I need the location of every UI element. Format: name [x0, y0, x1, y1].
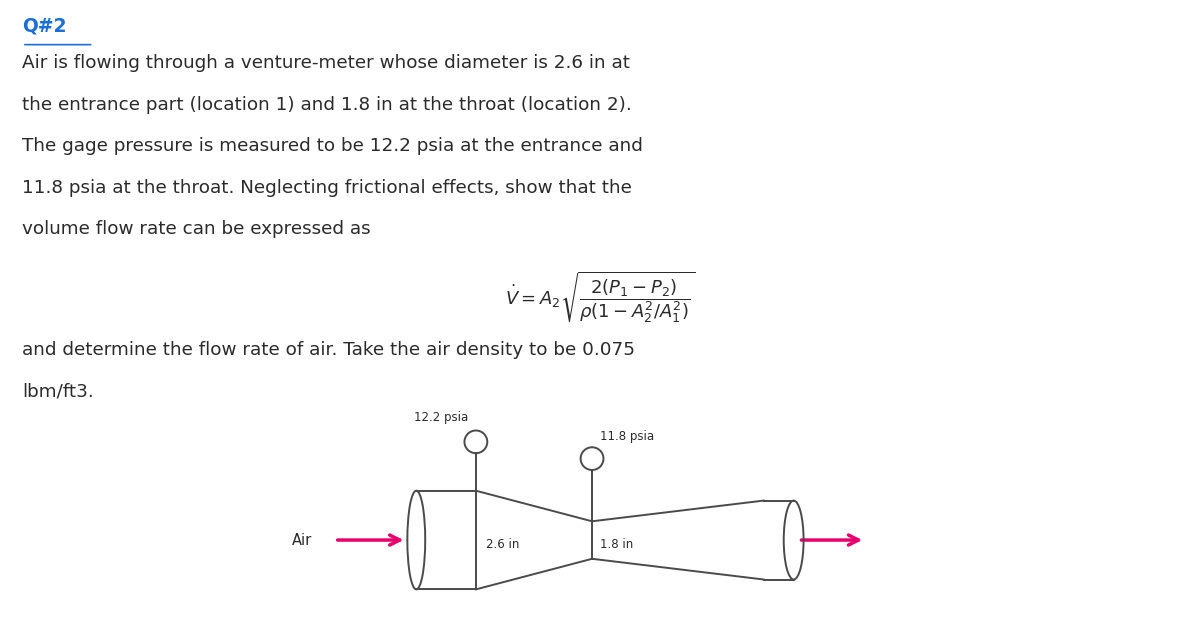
Text: 11.8 psia at the throat. Neglecting frictional effects, show that the: 11.8 psia at the throat. Neglecting fric… [22, 179, 632, 197]
Text: and determine the flow rate of air. Take the air density to be 0.075: and determine the flow rate of air. Take… [22, 341, 635, 359]
Text: Air: Air [292, 533, 312, 547]
Text: lbm/ft3.: lbm/ft3. [22, 382, 94, 400]
Text: Q#2: Q#2 [22, 17, 66, 36]
Text: $\dot{V} = A_2\sqrt{\dfrac{2(P_1 - P_2)}{\rho(1 - A_2^2/A_1^2)}}$: $\dot{V} = A_2\sqrt{\dfrac{2(P_1 - P_2)}… [505, 270, 695, 325]
Text: volume flow rate can be expressed as: volume flow rate can be expressed as [22, 220, 371, 238]
Text: The gage pressure is measured to be 12.2 psia at the entrance and: The gage pressure is measured to be 12.2… [22, 137, 643, 156]
Text: 11.8 psia: 11.8 psia [600, 431, 654, 443]
Text: 12.2 psia: 12.2 psia [414, 411, 468, 424]
Text: the entrance part (location 1) and 1.8 in at the throat (location 2).: the entrance part (location 1) and 1.8 i… [22, 96, 631, 114]
Text: 1.8 in: 1.8 in [600, 538, 634, 551]
Text: Air is flowing through a venture-meter whose diameter is 2.6 in at: Air is flowing through a venture-meter w… [22, 55, 630, 72]
Text: 2.6 in: 2.6 in [486, 538, 520, 551]
